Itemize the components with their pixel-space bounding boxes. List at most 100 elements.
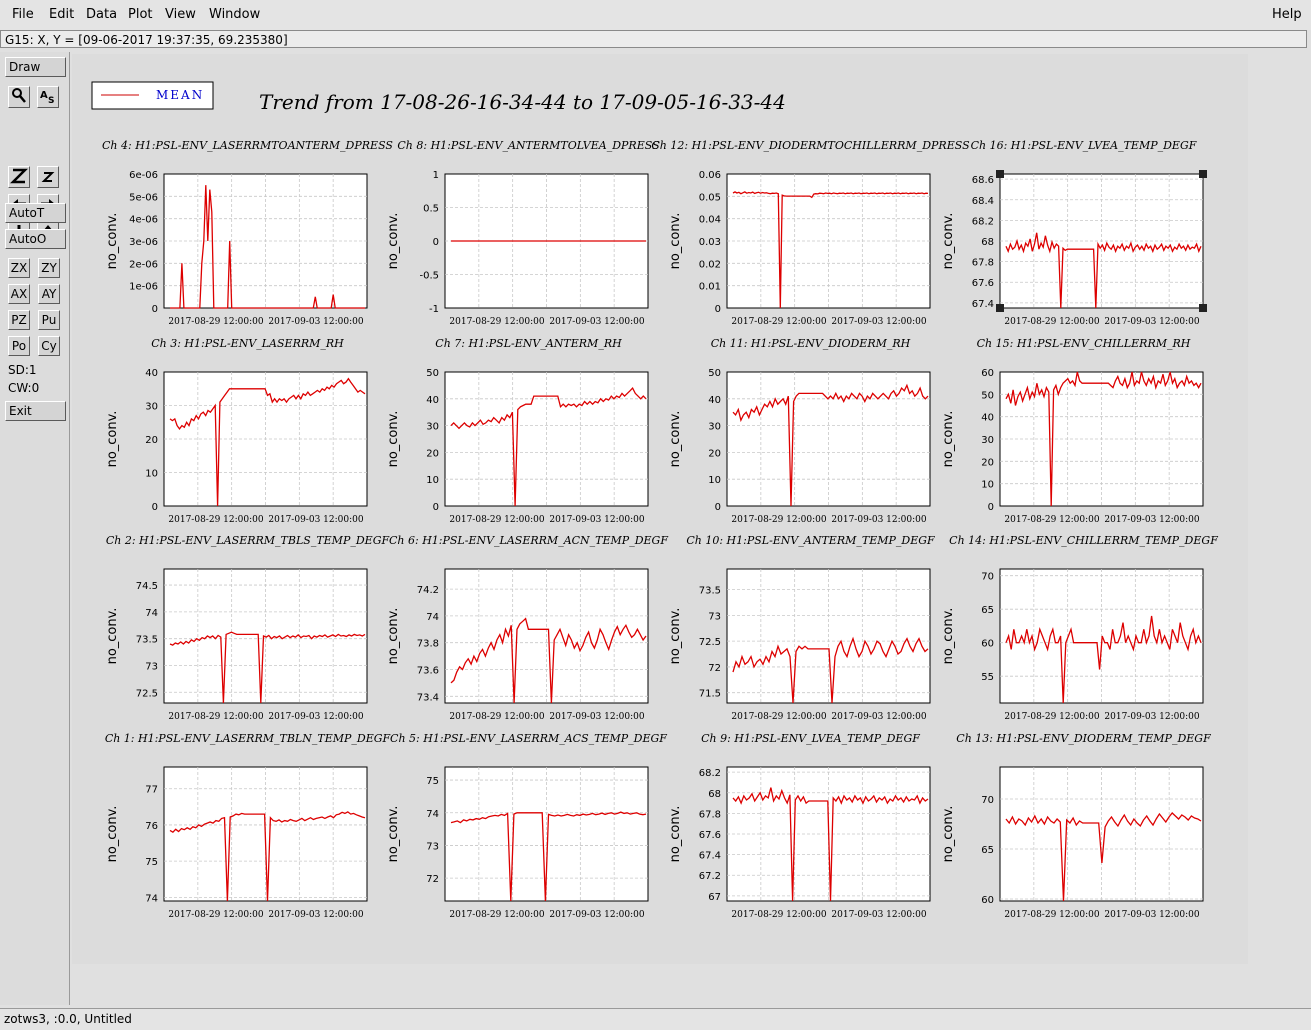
menu-bar: File Edit Data Plot View Window Help: [0, 0, 1311, 30]
y-tick-label: 67.6: [972, 278, 994, 289]
po-button[interactable]: Po: [8, 336, 30, 356]
y-axis-label: no_conv.: [386, 806, 401, 863]
x-tick-label: 2017-09-03 12:00:00: [268, 515, 363, 525]
x-tick-label: 2017-08-29 12:00:00: [168, 910, 263, 920]
y-tick-label: 74.2: [417, 585, 439, 596]
menu-window[interactable]: Window: [209, 7, 261, 22]
x-tick-label: 2017-09-03 12:00:00: [1104, 317, 1199, 327]
menu-data[interactable]: Data: [86, 7, 118, 22]
chart-title: Ch 5: H1:PSL-ENV_LASERRM_ACS_TEMP_DEGF: [390, 732, 667, 745]
y-axis-label: no_conv.: [105, 213, 120, 270]
y-tick-label: 67.8: [699, 809, 721, 820]
chart-title: Ch 11: H1:PSL-ENV_DIODERM_RH: [711, 337, 911, 350]
x-tick-label: 2017-09-03 12:00:00: [1104, 712, 1199, 722]
x-tick-label: 2017-08-29 12:00:00: [168, 317, 263, 327]
zy-button[interactable]: ZY: [38, 258, 60, 278]
y-tick-label: 0.5: [423, 204, 439, 215]
y-tick-label: 0: [152, 502, 158, 513]
y-tick-label: 30: [426, 422, 439, 433]
y-tick-label: 73.8: [417, 639, 439, 650]
chart-title: Ch 10: H1:PSL-ENV_ANTERM_TEMP_DEGF: [686, 534, 935, 547]
y-tick-label: 40: [426, 395, 439, 406]
series-line: [732, 787, 929, 902]
zoom-out-icon[interactable]: [8, 166, 30, 188]
menu-view[interactable]: View: [165, 7, 196, 22]
pz-button[interactable]: PZ: [8, 310, 30, 330]
y-tick-label: 77: [145, 785, 158, 796]
x-tick-label: 2017-08-29 12:00:00: [449, 910, 544, 920]
chart-title: Ch 15: H1:PSL-ENV_CHILLERRM_RH: [977, 337, 1191, 350]
y-tick-label: 3e-06: [129, 237, 158, 248]
chart-title: Ch 6: H1:PSL-ENV_LASERRM_ACN_TEMP_DEGF: [389, 534, 668, 547]
y-axis-label: no_conv.: [386, 213, 401, 270]
autoo-button[interactable]: AutoO: [5, 229, 66, 249]
chart-panel: Ch 15: H1:PSL-ENV_CHILLERRM_RH 60 50 40 30 20…: [941, 337, 1204, 525]
x-tick-label: 2017-09-03 12:00:00: [831, 515, 926, 525]
y-tick-label: 73: [145, 661, 158, 672]
y-tick-label: 70: [981, 572, 994, 583]
y-tick-label: 20: [981, 457, 994, 468]
y-tick-label: 68.2: [699, 768, 721, 779]
menu-help[interactable]: Help: [1272, 7, 1302, 22]
plot-area[interactable]: MEAN Trend from 17-08-26-16-34-44 to 17-…: [72, 54, 1248, 964]
series-line: [169, 631, 366, 704]
x-tick-label: 2017-09-03 12:00:00: [831, 317, 926, 327]
series-line: [450, 386, 647, 507]
cw-label: CW:0: [8, 381, 40, 395]
y-tick-label: 73.5: [136, 635, 158, 646]
cy-button[interactable]: Cy: [38, 336, 60, 356]
zoom-in-icon[interactable]: [37, 166, 59, 188]
y-tick-label: 67.6: [699, 830, 721, 841]
y-tick-label: 20: [145, 435, 158, 446]
draw-button[interactable]: Draw: [5, 57, 66, 77]
chart-title: Ch 12: H1:PSL-ENV_DIODERMTOCHILLERRM_DPR…: [651, 139, 970, 152]
x-tick-label: 2017-08-29 12:00:00: [731, 910, 826, 920]
menu-file[interactable]: File: [12, 7, 34, 22]
plot-title: Trend from 17-08-26-16-34-44 to 17-09-05…: [259, 90, 786, 114]
autot-button[interactable]: AutoT: [5, 203, 66, 223]
x-tick-label: 2017-08-29 12:00:00: [449, 317, 544, 327]
y-tick-label: 73: [708, 611, 721, 622]
menu-plot[interactable]: Plot: [128, 7, 153, 22]
y-tick-label: 40: [145, 368, 158, 379]
ay-button[interactable]: AY: [38, 284, 60, 304]
y-tick-label: 1: [433, 170, 439, 181]
y-tick-label: 68: [708, 789, 721, 800]
sd-label: SD:1: [8, 363, 37, 377]
x-tick-label: 2017-08-29 12:00:00: [731, 712, 826, 722]
y-tick-label: 10: [145, 469, 158, 480]
y-tick-label: 73.5: [699, 586, 721, 597]
selection-handle: [1199, 170, 1207, 178]
y-tick-label: 30: [145, 402, 158, 413]
series-line: [732, 636, 929, 704]
y-tick-label: 68.4: [972, 196, 994, 207]
x-tick-label: 2017-08-29 12:00:00: [1004, 515, 1099, 525]
chart-panel: Ch 1: H1:PSL-ENV_LASERRM_TBLN_TEMP_DEGF 7…: [105, 732, 391, 920]
y-tick-label: 73.4: [417, 692, 439, 703]
chart-title: Ch 13: H1:PSL-ENV_DIODERM_TEMP_DEGF: [956, 732, 1211, 745]
y-axis-label: no_conv.: [668, 213, 683, 270]
pu-button[interactable]: Pu: [38, 310, 60, 330]
status-bar: zotws3, :0.0, Untitled: [0, 1008, 1311, 1030]
ax-button[interactable]: AX: [8, 284, 30, 304]
zx-button[interactable]: ZX: [8, 258, 30, 278]
chart-title: Ch 1: H1:PSL-ENV_LASERRM_TBLN_TEMP_DEGF: [105, 732, 391, 745]
chart-title: Ch 7: H1:PSL-ENV_ANTERM_RH: [435, 337, 622, 350]
chart-panel: Ch 14: H1:PSL-ENV_CHILLERRM_TEMP_DEGF 70 6…: [941, 534, 1218, 722]
y-axis-label: no_conv.: [941, 411, 956, 468]
x-tick-label: 2017-08-29 12:00:00: [449, 515, 544, 525]
y-tick-label: 74: [426, 809, 439, 820]
svg-text:A: A: [40, 90, 48, 101]
chart-title: Ch 4: H1:PSL-ENV_LASERRMTOANTERM_DPRESS: [102, 139, 393, 152]
exit-button[interactable]: Exit: [5, 401, 66, 421]
plot-canvas[interactable]: MEAN Trend from 17-08-26-16-34-44 to 17-…: [72, 54, 1248, 964]
zoom-icon[interactable]: [8, 86, 30, 108]
chart-panel: Ch 7: H1:PSL-ENV_ANTERM_RH 50 40 30 20 10 0 201…: [386, 337, 649, 525]
chart-panel: Ch 10: H1:PSL-ENV_ANTERM_TEMP_DEGF 73.5 73…: [668, 534, 935, 722]
menu-edit[interactable]: Edit: [49, 7, 75, 22]
series-line: [169, 377, 366, 507]
y-tick-label: 67.4: [699, 851, 721, 862]
y-tick-label: 60: [981, 368, 994, 379]
y-tick-label: 76: [145, 821, 158, 832]
